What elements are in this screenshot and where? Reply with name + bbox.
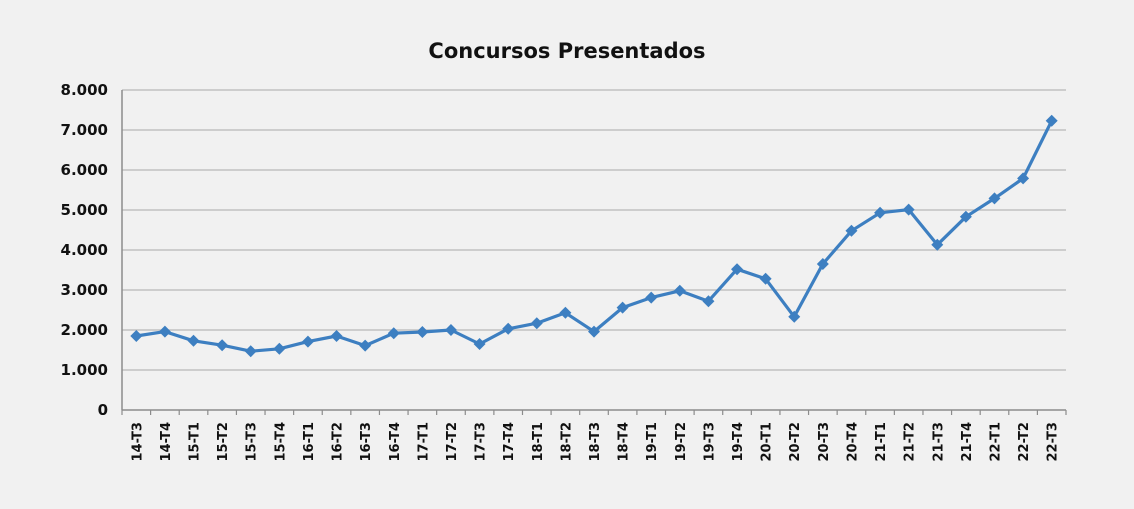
- x-tick-label: 17-T4: [502, 422, 517, 462]
- data-point-marker: [931, 238, 944, 251]
- y-tick-label: 0: [98, 401, 108, 419]
- data-point-marker: [816, 258, 829, 270]
- x-tick-label: 21-T3: [931, 422, 946, 462]
- data-point-marker: [359, 339, 372, 352]
- data-point-marker: [874, 206, 887, 219]
- data-point-marker: [788, 310, 801, 323]
- x-tick-label: 18-T2: [559, 422, 574, 462]
- x-tick-label: 17-T3: [474, 422, 489, 462]
- data-point-marker: [416, 326, 429, 338]
- x-tick-label: 16-T4: [388, 422, 403, 462]
- y-tick-label: 2.000: [61, 321, 108, 339]
- data-point-marker: [988, 192, 1001, 205]
- x-tick-label: 15-T1: [188, 422, 203, 462]
- x-tick-label: 17-T2: [445, 422, 460, 462]
- data-point-marker: [244, 345, 257, 358]
- x-tick-label: 19-T3: [702, 422, 717, 462]
- x-tick-label: 19-T4: [731, 422, 746, 462]
- data-point-marker: [1017, 172, 1030, 185]
- x-tick-label: 22-T3: [1046, 422, 1061, 462]
- y-tick-label: 6.000: [61, 161, 108, 179]
- x-tick-label: 16-T3: [359, 422, 374, 462]
- x-tick-label: 18-T3: [588, 422, 603, 462]
- data-point-marker: [616, 301, 629, 314]
- data-point-marker: [387, 327, 400, 340]
- x-tick-label: 15-T3: [245, 422, 260, 462]
- data-point-marker: [731, 263, 744, 276]
- x-tick-label: 18-T1: [531, 422, 546, 462]
- x-tick-label: 17-T1: [416, 422, 431, 462]
- x-tick-label: 20-T4: [845, 422, 860, 462]
- data-point-marker: [588, 325, 600, 338]
- series-markers: [130, 114, 1058, 358]
- data-point-marker: [473, 338, 486, 350]
- data-point-marker: [902, 203, 915, 216]
- series-line: [134, 119, 1054, 353]
- x-tick-label: 20-T2: [788, 422, 803, 462]
- y-tick-label: 3.000: [61, 281, 108, 299]
- y-tick-labels: 0 1.000 2.000 3.000 4.000 5.000 6.000 7.000 8.00…: [61, 81, 108, 419]
- x-tick-label: 21-T1: [874, 422, 889, 462]
- axes: [121, 90, 1067, 415]
- data-point-marker: [273, 342, 286, 355]
- x-tick-label: 22-T2: [1017, 422, 1032, 462]
- x-tick-label: 16-T1: [302, 422, 317, 462]
- x-tick-label: 15-T2: [216, 422, 231, 462]
- data-point-marker: [959, 210, 972, 223]
- y-tick-label: 7.000: [61, 121, 108, 139]
- data-point-marker: [301, 335, 314, 348]
- gridlines: [122, 89, 1066, 371]
- data-point-marker: [216, 339, 229, 352]
- data-point-marker: [845, 224, 858, 237]
- y-tick-label: 5.000: [61, 201, 108, 219]
- x-tick-label: 14-T4: [159, 422, 174, 462]
- data-point-marker: [187, 334, 200, 347]
- x-tick-labels: 14-T3 14-T4 15-T1 15-T2 15-T3 15-T4 16-T1 16-T2…: [130, 422, 1060, 462]
- x-tick-label: 20-T3: [817, 422, 832, 462]
- data-point-marker: [330, 330, 343, 342]
- x-tick-label: 14-T3: [130, 422, 145, 462]
- data-point-marker: [158, 325, 171, 338]
- x-tick-label: 21-T4: [960, 422, 975, 462]
- x-tick-label: 19-T1: [645, 422, 660, 462]
- x-tick-label: 19-T2: [674, 422, 689, 462]
- y-tick-label: 1.000: [61, 361, 108, 379]
- x-tick-label: 21-T2: [903, 422, 918, 462]
- chart-title: Concursos Presentados: [428, 39, 705, 63]
- data-point-marker: [702, 295, 715, 308]
- x-tick-label: 22-T1: [988, 422, 1003, 462]
- data-point-marker: [1045, 114, 1058, 127]
- data-point-marker: [673, 284, 686, 297]
- x-tick-label: 18-T4: [617, 422, 632, 462]
- x-tick-label: 15-T4: [273, 422, 288, 462]
- series-line-path: [134, 119, 1054, 353]
- data-point-marker: [530, 317, 543, 330]
- data-point-marker: [502, 322, 515, 335]
- data-point-marker: [130, 330, 143, 342]
- y-tick-label: 4.000: [61, 241, 108, 259]
- data-point-marker: [559, 306, 572, 319]
- data-point-marker: [444, 324, 457, 336]
- x-tick-label: 20-T1: [760, 422, 775, 462]
- x-tick-label: 16-T2: [331, 422, 346, 462]
- y-tick-label: 8.000: [61, 81, 108, 99]
- data-point-marker: [645, 291, 658, 304]
- data-point-marker: [759, 272, 772, 285]
